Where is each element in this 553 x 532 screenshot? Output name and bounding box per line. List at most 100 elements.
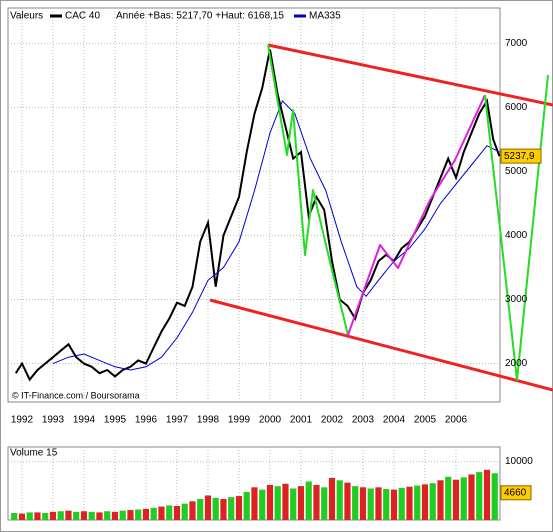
volume-bar: [297, 486, 305, 520]
volume-bar: [220, 498, 227, 520]
volume-bar: [375, 487, 382, 520]
volume-bar: [352, 486, 359, 520]
volume-bar: [483, 469, 491, 520]
volume-bar: [127, 510, 134, 520]
last-value-label: 5237,9: [504, 151, 535, 162]
volume-bar: [34, 512, 41, 520]
volume-bar: [173, 505, 181, 520]
y-tick-label: 7000: [505, 38, 528, 49]
source: © IT-Finance.com / Boursorama: [12, 390, 140, 400]
volume-bar: [491, 473, 498, 520]
volume-bar: [135, 509, 142, 520]
x-tick-label: 2000: [259, 415, 282, 426]
legend-label: MA335: [309, 11, 341, 22]
volume-bar: [57, 511, 64, 520]
volume-bar: [150, 507, 157, 520]
volume-bar: [111, 511, 119, 520]
volume-bar: [383, 489, 390, 520]
x-tick-label: 2001: [290, 415, 313, 426]
volume-bar: [313, 484, 320, 520]
volume-bar: [73, 511, 80, 520]
volume-bar: [336, 480, 343, 520]
x-tick-label: 1994: [73, 415, 96, 426]
rise-wave: [347, 94, 486, 336]
y-tick-label: 3000: [505, 294, 528, 305]
volume-bar: [228, 497, 235, 520]
volume-bar: [290, 488, 297, 520]
volume-bar: [166, 505, 173, 520]
y-tick-label: 5000: [505, 166, 528, 177]
volume-bar: [476, 472, 483, 520]
volume-bar: [204, 495, 212, 520]
volume-bar: [452, 479, 460, 520]
volume-bar: [259, 489, 266, 520]
volume-bar: [251, 487, 258, 520]
x-tick-label: 1993: [42, 415, 65, 426]
volume-bar: [65, 510, 72, 520]
volume-bar: [42, 512, 49, 520]
legend-label: CAC 40: [65, 11, 100, 22]
volume-bar: [212, 497, 219, 520]
y-tick-label: 6000: [505, 102, 528, 113]
volume-bar: [49, 511, 57, 520]
volume-bar: [104, 511, 111, 520]
x-tick-label: 1995: [104, 415, 127, 426]
volume-bar: [274, 486, 281, 520]
last-value-label: 4660: [504, 487, 527, 498]
volume-bar: [189, 501, 196, 520]
subtitle: Année +Bas: 5217,70 +Haut: 6168,15: [116, 11, 284, 22]
y-tick-label: 10000: [505, 456, 533, 467]
volume-bar: [119, 510, 126, 520]
volume-bar: [321, 487, 328, 520]
volume-bar: [243, 491, 250, 520]
volume-bar: [359, 487, 367, 520]
volume-bar: [445, 476, 452, 520]
volume-bar: [282, 483, 289, 520]
x-tick-label: 2003: [352, 415, 375, 426]
volume-bar: [390, 489, 398, 520]
volume-bar: [11, 512, 18, 520]
last-value-box: [500, 148, 542, 164]
last-value-box: [500, 485, 532, 501]
x-tick-label: 2006: [445, 415, 468, 426]
x-tick-label: 2004: [383, 415, 406, 426]
x-tick-label: 1999: [228, 415, 251, 426]
volume-bar: [181, 503, 188, 520]
series-line: [52, 99, 500, 371]
x-tick-label: 2005: [414, 415, 437, 426]
resistance-line: [267, 43, 553, 107]
y-tick-label: 2000: [505, 358, 528, 369]
volume-bar: [414, 485, 421, 520]
volume-bar: [18, 513, 26, 520]
volume-bar: [266, 484, 274, 520]
volume-bar: [328, 477, 336, 520]
volume-bar: [406, 486, 413, 520]
support-line: [209, 298, 553, 392]
x-tick-label: 2002: [321, 415, 344, 426]
volume-bar: [26, 512, 33, 520]
volume-bar: [367, 488, 374, 520]
volume-bar: [142, 508, 150, 520]
series-line: [14, 49, 501, 382]
volume-bar: [305, 481, 312, 520]
volume-bar: [398, 487, 405, 520]
volume-title: Volume 15: [10, 448, 58, 459]
y-tick-label: 4000: [505, 230, 528, 241]
volume-bar: [197, 498, 204, 520]
volume-bar: [437, 480, 444, 520]
annotations: [209, 43, 553, 392]
volume-bar: [421, 484, 429, 520]
x-tick-label: 1992: [11, 415, 34, 426]
volume-bar: [468, 474, 475, 520]
price-panel: [7, 7, 501, 403]
x-tick-label: 1996: [135, 415, 158, 426]
volume-bar: [460, 477, 467, 520]
x-tick-label: 1998: [197, 415, 220, 426]
volume-bar: [429, 483, 436, 520]
decline-wave: [267, 44, 349, 336]
volume-bar: [88, 511, 95, 520]
header: Valeurs: [10, 11, 43, 22]
volume-bar: [96, 512, 103, 520]
